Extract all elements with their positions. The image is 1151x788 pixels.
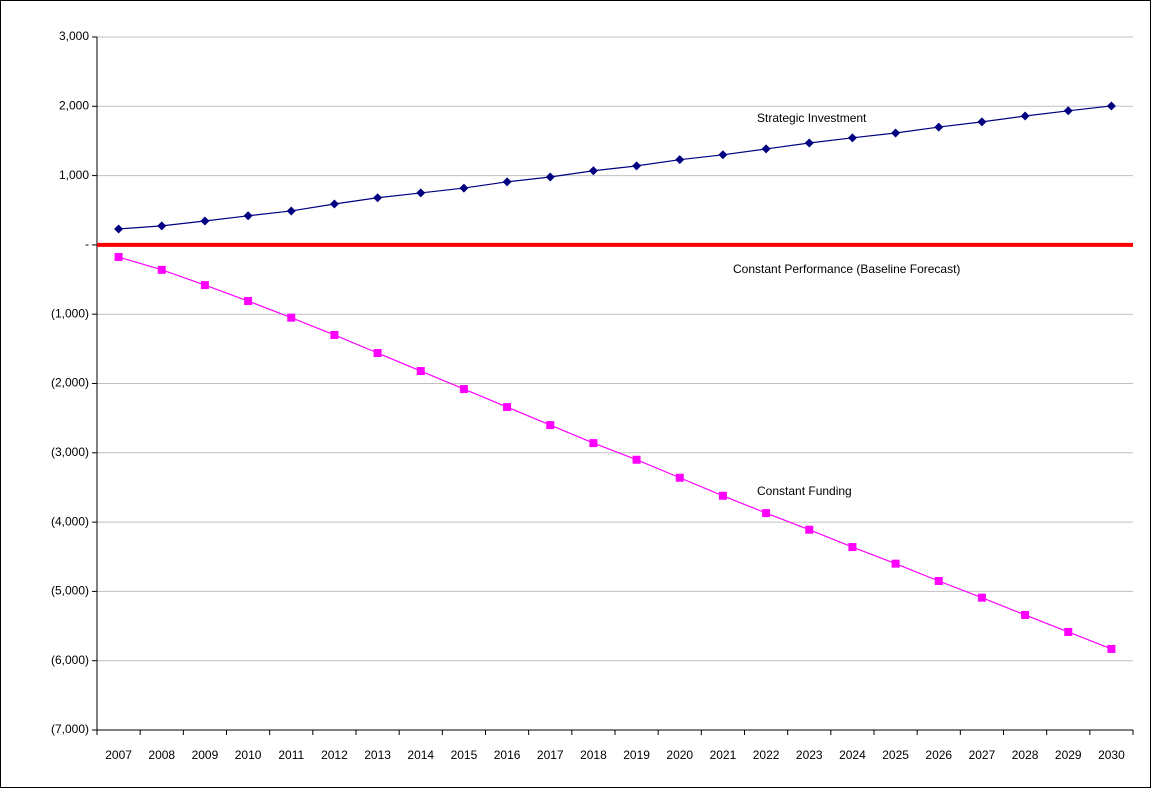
data-point	[114, 224, 124, 234]
x-tick-label: 2027	[969, 748, 996, 762]
data-point	[718, 150, 728, 160]
x-tick-label: 2015	[451, 748, 478, 762]
y-tick-label: (7,000)	[51, 722, 89, 736]
y-tick-label: (4,000)	[51, 514, 89, 528]
y-tick-label: -	[85, 237, 89, 251]
data-point	[718, 491, 727, 500]
data-point	[891, 559, 900, 568]
data-point	[761, 144, 771, 154]
data-point	[847, 133, 857, 143]
y-tick-label: (1,000)	[51, 306, 89, 320]
data-point	[503, 403, 512, 412]
x-tick-label: 2007	[105, 748, 132, 762]
data-point	[157, 221, 167, 231]
x-tick-label: 2017	[537, 748, 564, 762]
y-tick-label: 2,000	[59, 98, 89, 112]
data-point	[848, 543, 857, 552]
data-point	[934, 122, 944, 132]
data-point	[1020, 111, 1030, 121]
x-tick-label: 2018	[580, 748, 607, 762]
data-point	[200, 281, 209, 290]
data-point	[373, 193, 383, 203]
x-tick-label: 2026	[925, 748, 952, 762]
x-tick-label: 2009	[192, 748, 219, 762]
data-point	[675, 155, 685, 165]
data-point	[977, 117, 987, 127]
y-tick-label: 1,000	[59, 168, 89, 182]
data-point	[589, 439, 598, 448]
data-point	[243, 211, 253, 221]
x-tick-label: 2019	[623, 748, 650, 762]
x-tick-label: 2030	[1098, 748, 1125, 762]
data-point	[632, 161, 642, 171]
x-tick-label: 2012	[321, 748, 348, 762]
x-tick-label: 2025	[882, 748, 909, 762]
x-tick-label: 2020	[666, 748, 693, 762]
y-tick-label: (5,000)	[51, 584, 89, 598]
data-point	[373, 349, 382, 358]
series-line	[118, 105, 1112, 230]
x-tick-label: 2023	[796, 748, 823, 762]
series-label: Constant Funding	[757, 484, 852, 498]
data-point	[200, 216, 210, 226]
data-point	[934, 577, 943, 586]
data-point	[1064, 627, 1073, 636]
series-label: Constant Performance (Baseline Forecast)	[733, 262, 960, 276]
data-point	[977, 593, 986, 602]
data-point	[675, 473, 684, 482]
data-point	[891, 128, 901, 138]
data-point	[1021, 610, 1030, 619]
x-tick-label: 2010	[235, 748, 262, 762]
data-point	[546, 421, 555, 430]
data-point	[114, 253, 123, 262]
x-tick-label: 2029	[1055, 748, 1082, 762]
data-point	[329, 199, 339, 209]
data-point	[286, 206, 296, 216]
x-tick-label: 2008	[148, 748, 175, 762]
data-point	[330, 330, 339, 339]
series-line	[118, 256, 1112, 650]
data-point	[1063, 106, 1073, 116]
data-point	[545, 172, 555, 182]
data-point	[244, 297, 253, 306]
x-tick-label: 2014	[407, 748, 434, 762]
data-point	[804, 138, 814, 148]
data-point	[416, 188, 426, 198]
y-tick-label: (6,000)	[51, 653, 89, 667]
data-point	[157, 265, 166, 274]
x-tick-label: 2028	[1012, 748, 1039, 762]
data-point	[459, 183, 469, 193]
data-point	[1106, 101, 1116, 111]
data-point	[416, 367, 425, 376]
data-point	[459, 385, 468, 394]
data-point	[805, 525, 814, 534]
x-tick-label: 2021	[710, 748, 737, 762]
data-point	[287, 313, 296, 322]
x-tick-label: 2022	[753, 748, 780, 762]
y-tick-label: (3,000)	[51, 445, 89, 459]
data-point	[588, 166, 598, 176]
x-tick-label: 2011	[278, 748, 304, 762]
x-tick-label: 2016	[494, 748, 521, 762]
data-point	[762, 509, 771, 518]
data-point	[502, 177, 512, 187]
x-tick-label: 2024	[839, 748, 866, 762]
y-tick-label: 3,000	[59, 29, 89, 43]
x-tick-label: 2013	[364, 748, 391, 762]
y-tick-label: (2,000)	[51, 376, 89, 390]
data-point	[632, 455, 641, 464]
series-label: Strategic Investment	[757, 111, 867, 125]
data-point	[1107, 644, 1116, 653]
